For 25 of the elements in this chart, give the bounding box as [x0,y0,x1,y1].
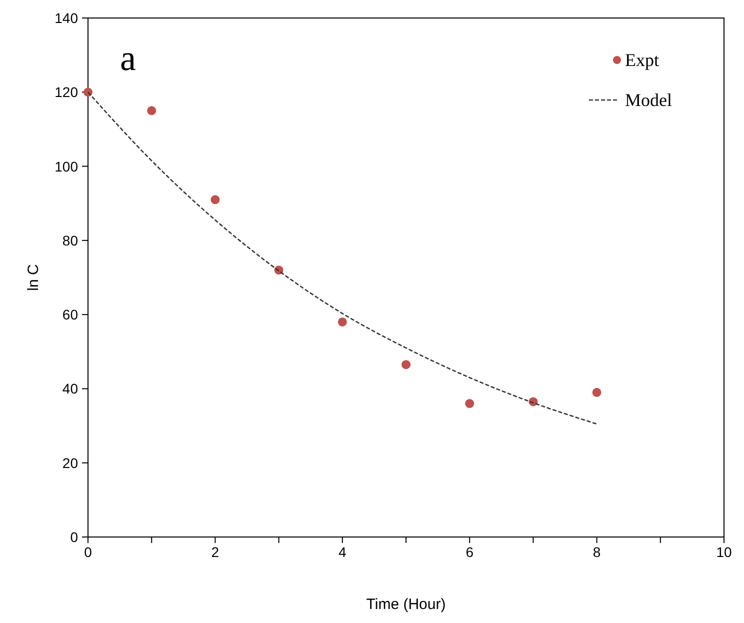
x-tick-label: 2 [211,544,220,560]
x-tick-label: 6 [466,544,474,560]
x-tick-label: 0 [84,544,92,560]
point [210,195,220,204]
point [402,360,410,370]
y-tick-label: 20 [62,454,78,471]
y-axis-title: ln C [25,264,42,291]
legend-label: Expt [625,50,659,70]
y-tick-label: 140 [54,10,78,26]
y-tick-label: 0 [70,529,78,545]
point [147,106,156,116]
y-tick-label: 60 [62,306,78,323]
point [338,317,347,326]
point [592,388,602,397]
y-tick-label: 120 [54,84,78,100]
x-tick-label: 4 [338,544,346,560]
legend-label: Model [625,90,672,110]
y-tick-label: 80 [62,232,78,248]
point [465,399,474,408]
y-tick-label: 100 [54,158,78,174]
y-tick-label: 40 [62,380,78,397]
x-axis-title: Time (Hour) [366,596,446,613]
x-tick-label: 8 [592,544,601,560]
x-tick-label: 10 [716,544,732,560]
annotation: a [120,38,136,78]
